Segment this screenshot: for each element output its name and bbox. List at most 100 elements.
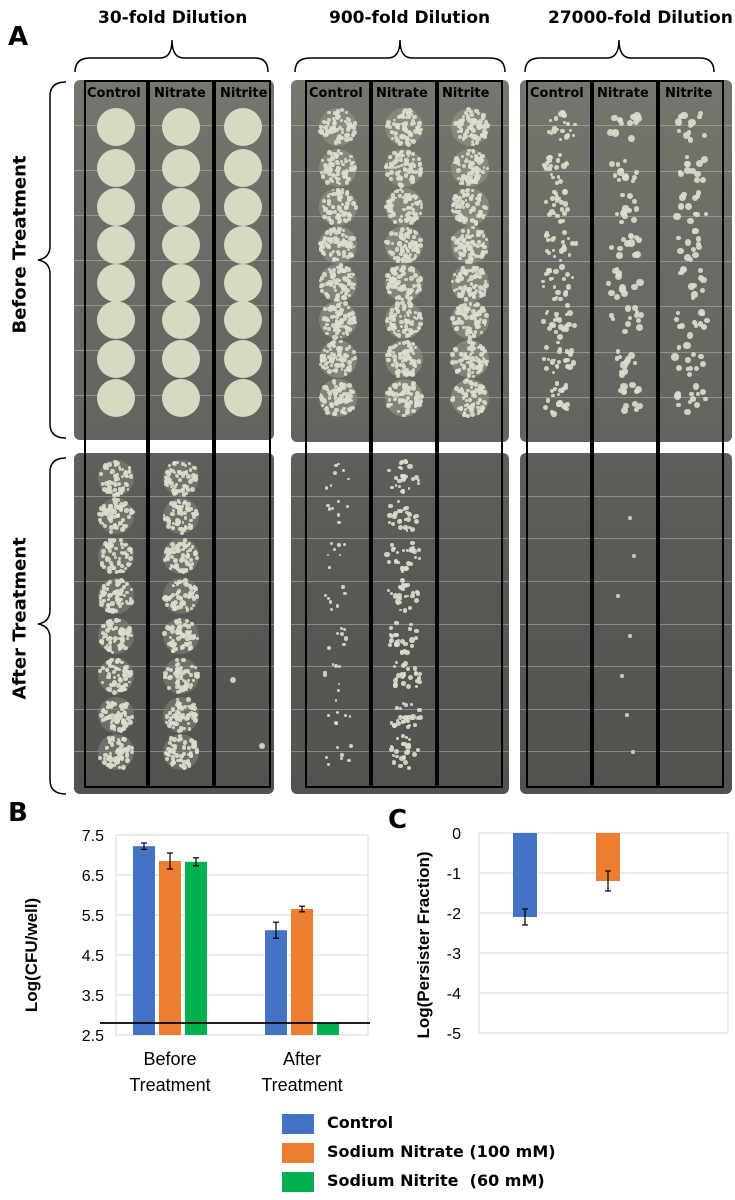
colony-spot: [389, 130, 393, 134]
colony-spot: [389, 277, 394, 282]
colony-spot: [340, 209, 344, 213]
colony-spot: [399, 163, 403, 167]
colony-spot: [335, 303, 340, 308]
colony-spot: [347, 367, 352, 373]
plate-grid-line: [520, 580, 732, 582]
column-box-nitrite-27000: [658, 80, 724, 788]
colony-spot: [351, 133, 355, 137]
colony-spot: [331, 249, 336, 254]
colony-spot: [396, 332, 402, 338]
colony-spot: [410, 359, 417, 365]
colony-spot: [417, 163, 421, 167]
colony-spot: [329, 129, 335, 135]
colony-spot: [396, 373, 400, 378]
colony-spot: [352, 245, 356, 248]
colony-spot: [399, 122, 403, 126]
colony-spot: [392, 358, 398, 363]
colony-spot: [336, 148, 341, 153]
colony-spot: [398, 151, 403, 157]
legend-swatch-control: [282, 1114, 314, 1134]
colony-spot: [415, 289, 420, 293]
colony-spot: [399, 246, 404, 251]
colony-spot: [405, 206, 410, 211]
colony-spot: [345, 326, 350, 331]
colony-spot: [327, 129, 333, 135]
colony-spot: [397, 181, 403, 187]
colony-spot: [402, 167, 408, 173]
colony-spot: [398, 231, 404, 237]
colony-spot: [328, 253, 332, 258]
column-box-nitrate-27000: [592, 80, 658, 788]
colony-spot: [97, 340, 135, 378]
colony-spot: [346, 128, 351, 133]
colony-spot: [162, 379, 200, 417]
colony-spot: [388, 345, 393, 351]
colony-spot: [409, 252, 413, 256]
colony-spot: [333, 395, 338, 399]
colony-spot: [403, 161, 408, 167]
colony-spot: [328, 239, 334, 245]
colony-spot: [323, 366, 327, 371]
colony-spot: [341, 239, 346, 245]
colony-spot: [329, 341, 335, 346]
colony-spot: [344, 330, 349, 334]
colony-spot: [336, 362, 342, 368]
brace-after: [37, 457, 67, 795]
colony-spot: [327, 170, 332, 176]
colony-spot: [346, 273, 352, 279]
colony-spot: [331, 192, 334, 196]
colony-spot: [322, 162, 328, 168]
colony-spot: [343, 301, 348, 307]
colony-spot: [341, 385, 346, 390]
colony-spot: [339, 159, 344, 164]
colony-spot: [414, 241, 418, 245]
column-box-control-900: [305, 80, 371, 788]
colony-spot: [334, 281, 338, 285]
colony-spot: [393, 384, 398, 390]
colony-spot: [393, 281, 398, 287]
colony-spot: [407, 309, 411, 313]
colony-spot: [398, 176, 403, 181]
colony-spot: [387, 204, 392, 209]
colony-spot: [413, 329, 417, 334]
colony-spot: [326, 117, 332, 123]
colony-spot: [324, 322, 329, 327]
colony-spot: [351, 129, 358, 135]
colony-spot: [348, 136, 353, 141]
colony-spot: [388, 321, 393, 325]
colony-spot: [398, 218, 402, 222]
plate-grid-line: [291, 495, 509, 497]
colony-spot: [162, 264, 200, 302]
colony-spot: [224, 264, 262, 302]
colony-spot: [345, 288, 351, 294]
colony-spot: [224, 188, 262, 226]
plate-grid-line: [520, 623, 732, 625]
colony-spot: [410, 152, 415, 156]
colony-spot: [324, 120, 328, 124]
colony-spot: [350, 321, 354, 325]
colony-spot: [346, 176, 352, 182]
colony-spot: [344, 243, 350, 249]
colony-spot: [407, 115, 412, 119]
colony-spot: [346, 197, 351, 202]
colony-spot: [388, 125, 393, 129]
colony-spot: [339, 339, 343, 344]
colony-spot: [409, 275, 415, 281]
colony-spot: [326, 194, 331, 198]
colony-spot: [387, 398, 392, 402]
colony-spot: [399, 157, 404, 163]
colony-spot: [389, 170, 395, 175]
colony-spot: [346, 117, 351, 122]
colony-spot: [413, 212, 418, 217]
colony-spot: [400, 297, 404, 301]
colony-spot: [416, 278, 421, 283]
colony-spot: [411, 170, 416, 175]
colony-spot: [396, 274, 401, 279]
colony-spot: [406, 141, 412, 147]
colony-spot: [330, 273, 336, 279]
colony-spot: [389, 316, 394, 321]
colony-spot: [97, 108, 135, 146]
colony-spot: [395, 189, 400, 193]
colony-spot: [410, 319, 414, 323]
colony-spot: [406, 342, 412, 347]
